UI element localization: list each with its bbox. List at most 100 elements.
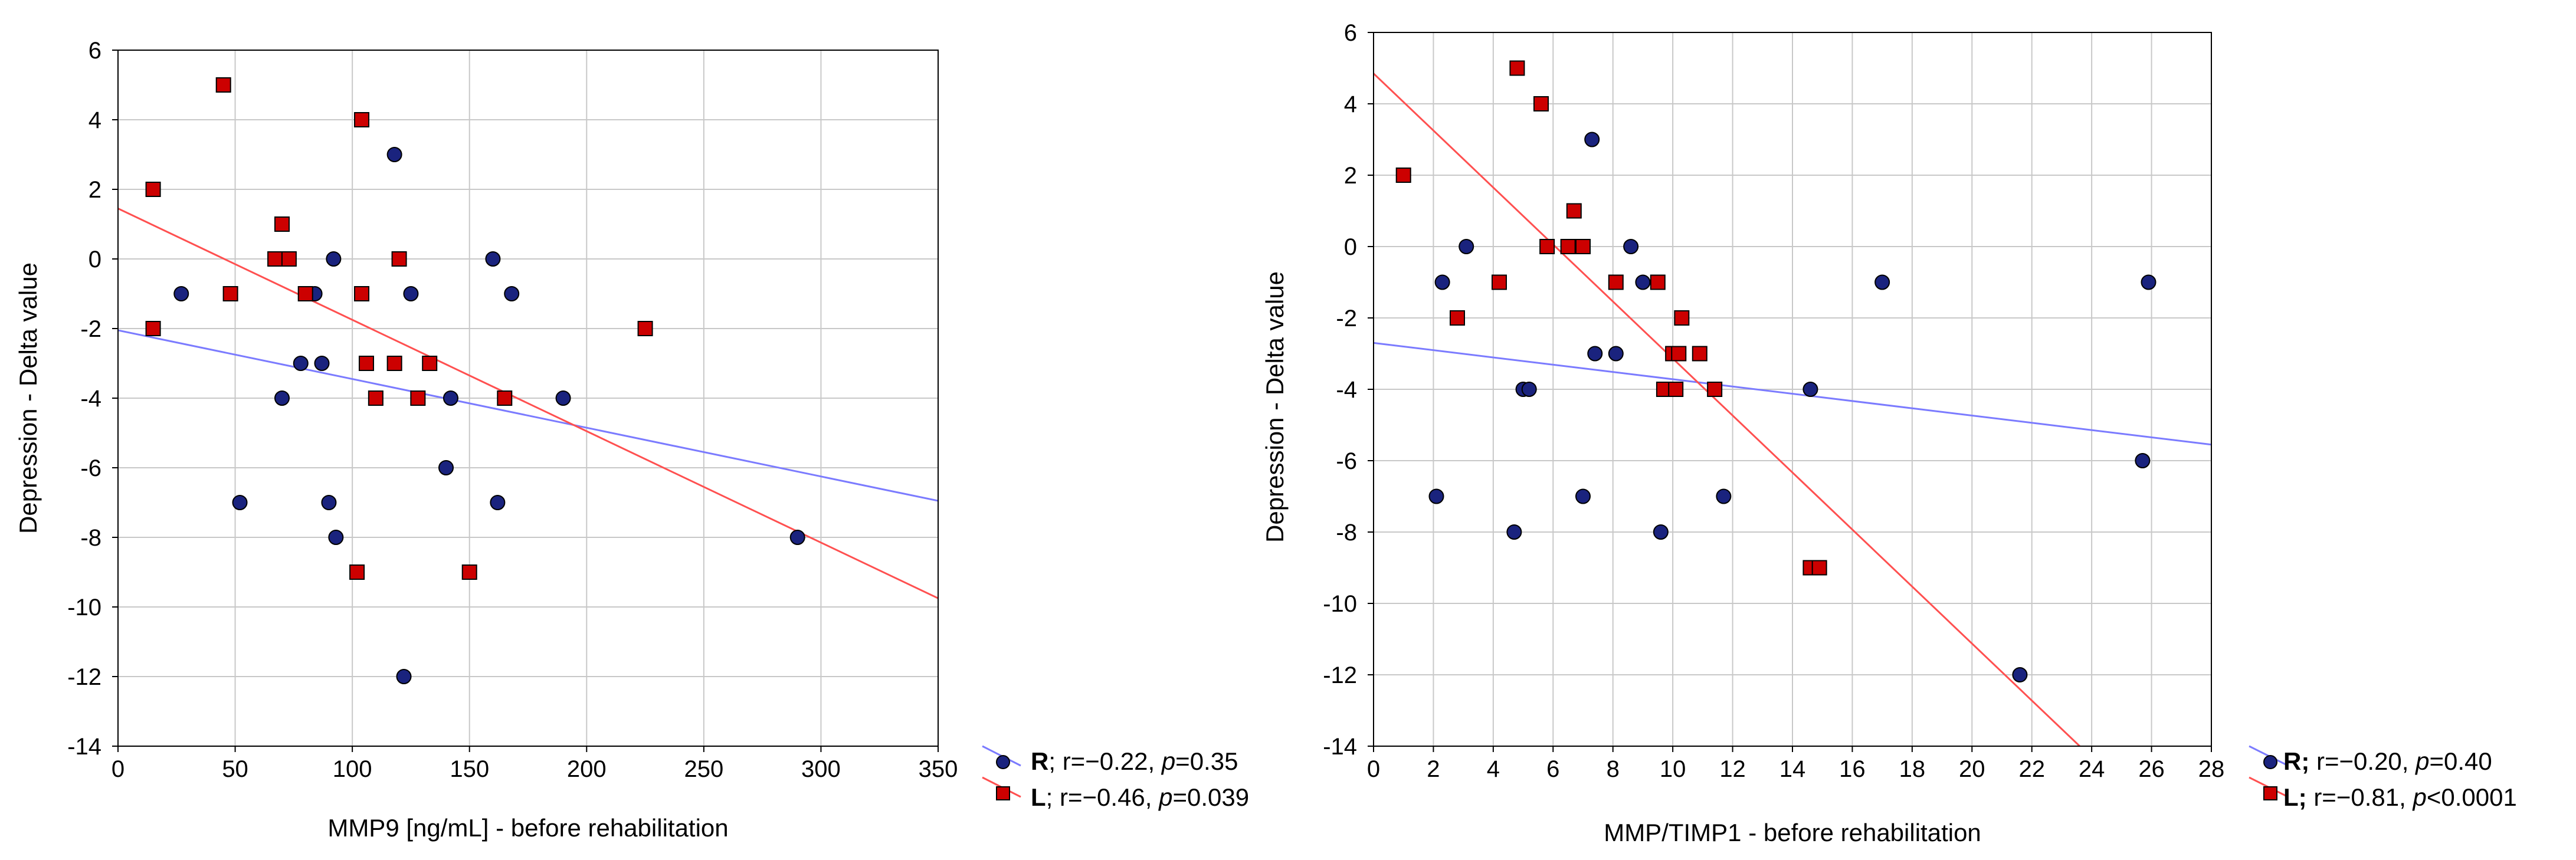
- point-l: [1707, 382, 1723, 397]
- point-r: [490, 495, 506, 510]
- x-tick-label: 6: [1546, 756, 1559, 782]
- y-tick-label: 0: [89, 247, 101, 273]
- x-tick-label: 350: [919, 756, 958, 782]
- point-l: [368, 390, 384, 406]
- point-l: [354, 286, 370, 301]
- fit-line-r: [118, 329, 938, 502]
- y-tick-label: -8: [1336, 520, 1357, 546]
- point-r: [403, 286, 419, 301]
- y-tick-label: -4: [80, 386, 101, 412]
- y-tick-label: 6: [1344, 20, 1357, 46]
- y-tick-label: -12: [67, 664, 101, 690]
- point-l: [1650, 274, 1666, 290]
- legend-pval-r-left: =0.35: [1175, 747, 1238, 775]
- point-r: [1608, 346, 1624, 362]
- x-tick-label: 250: [684, 756, 723, 782]
- points-left: [145, 77, 805, 684]
- point-r: [1521, 382, 1537, 397]
- legend-sep: ;: [1046, 783, 1060, 811]
- x-tick-label: 24: [2079, 756, 2105, 782]
- point-r: [173, 286, 189, 301]
- y-tick-label: 2: [1344, 163, 1357, 189]
- point-l: [1509, 60, 1525, 76]
- point-r: [555, 390, 571, 406]
- legend-entry-r-left: R; r=−0.22, p=0.35: [982, 745, 1238, 775]
- point-l: [274, 216, 290, 232]
- point-l: [358, 356, 374, 371]
- y-tick-label: -10: [67, 595, 101, 621]
- point-r: [2135, 453, 2151, 468]
- point-r: [1587, 346, 1603, 362]
- point-l: [1692, 346, 1707, 362]
- x-tick-label: 12: [1719, 756, 1746, 782]
- point-r: [1635, 274, 1651, 290]
- x-tick-label: 0: [1367, 756, 1380, 782]
- fit-line-l: [1374, 73, 2080, 746]
- point-l: [281, 251, 297, 267]
- point-r: [1428, 488, 1444, 504]
- point-l: [1560, 239, 1576, 254]
- point-l: [215, 77, 231, 93]
- point-r: [232, 495, 248, 510]
- y-tick-label: -12: [1323, 662, 1357, 688]
- fit-line-r: [1374, 342, 2211, 446]
- point-r: [1459, 239, 1474, 254]
- point-l: [354, 112, 370, 127]
- x-ticks-left: 0 50 100 150 200 250 300 350: [112, 746, 958, 782]
- legend-r-l-left: r=−0.46,: [1060, 783, 1159, 811]
- x-tick-label: 200: [567, 756, 607, 782]
- legend-pval-l-left: =0.039: [1172, 783, 1249, 811]
- point-r: [314, 356, 330, 371]
- point-r: [504, 286, 520, 301]
- legend-psym-l-left: p: [1158, 783, 1172, 811]
- point-r: [1802, 382, 1818, 397]
- point-l: [1566, 203, 1582, 219]
- y-tick-label: -8: [80, 525, 101, 551]
- legend-entry-l-left: L; r=−0.46, p=0.039: [982, 776, 1249, 811]
- point-r: [485, 251, 501, 267]
- y-tick-label: -2: [1336, 306, 1357, 331]
- chart-left: 0 50 100 150 200 250 300 350 -14 -12 -10 -8 -6 -4 -2 0…: [14, 38, 1249, 842]
- y-tick-label: -6: [80, 455, 101, 481]
- y-tick-label: -6: [1336, 448, 1357, 474]
- legend-entry-l-right: L; r=−0.81, p<0.0001: [2249, 776, 2517, 811]
- points-right: [1395, 60, 2157, 682]
- point-r: [438, 460, 454, 475]
- point-l: [349, 564, 365, 580]
- point-l: [391, 251, 407, 267]
- x-tick-label: 20: [1959, 756, 1985, 782]
- y-axis-label-left: Depression - Delta value: [14, 262, 42, 534]
- legend-psym-l-right: p: [2411, 783, 2426, 811]
- point-r: [1874, 274, 1890, 290]
- y-tick-label: -14: [67, 734, 101, 760]
- point-l: [222, 286, 238, 301]
- chart-right: 0 2 4 6 8 10 12 14 16 18 20 22 24 26 28 -14-12-10-8-6-…: [1261, 20, 2517, 846]
- x-tick-label: 18: [1899, 756, 1926, 782]
- point-r: [321, 495, 337, 510]
- legend-label-r-left: R: [1031, 747, 1048, 775]
- x-tick-label: 50: [222, 756, 248, 782]
- point-l: [1450, 310, 1465, 326]
- legend-r-l-right: r=−0.81,: [2307, 783, 2413, 811]
- legend-psym-r-right: p: [2414, 747, 2429, 775]
- svg-text:L; r=−0.46, p=0.039: L; r=−0.46, p=0.039: [1031, 783, 1249, 811]
- svg-text:L; r=−0.81, p<0.0001: L; r=−0.81, p<0.0001: [2283, 783, 2517, 811]
- y-tick-label: 2: [89, 177, 101, 203]
- x-ticks-right: 0 2 4 6 8 10 12 14 16 18 20 22 24 26 28: [1367, 746, 2224, 782]
- point-r: [326, 251, 342, 267]
- x-tick-label: 300: [801, 756, 841, 782]
- y-tick-label: -10: [1323, 591, 1357, 617]
- point-l: [1395, 168, 1411, 183]
- point-r: [328, 530, 344, 545]
- point-r: [396, 669, 412, 684]
- legend-r-r-right: r=−0.20,: [2309, 747, 2416, 775]
- legend-label-l-right: L;: [2283, 783, 2307, 811]
- y-tick-label: -14: [1323, 734, 1357, 760]
- point-r: [2012, 667, 2028, 682]
- point-l: [1533, 96, 1549, 111]
- point-l: [1608, 274, 1624, 290]
- point-r: [293, 356, 309, 371]
- legend-label-l-left: L: [1031, 783, 1046, 811]
- legend-sep: ;: [1048, 747, 1062, 775]
